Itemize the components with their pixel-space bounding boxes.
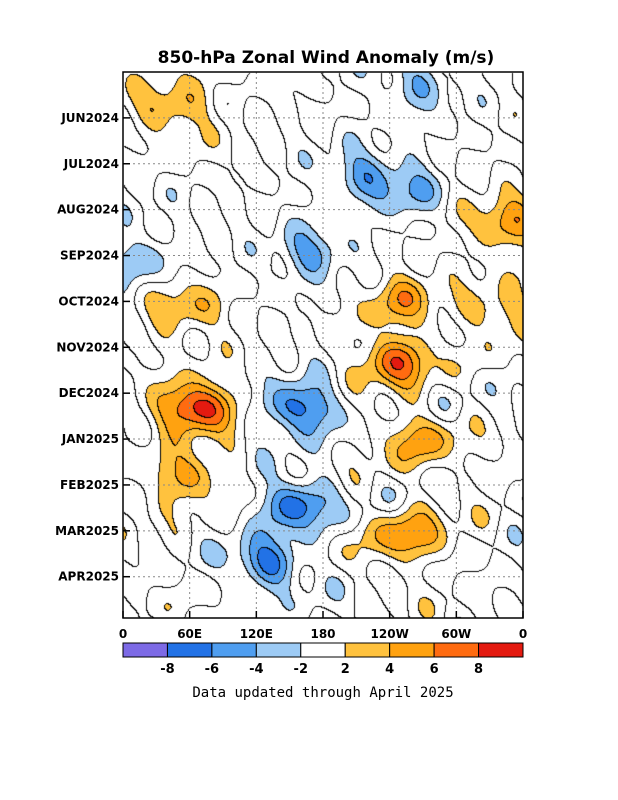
y-tick-label: JAN2025: [61, 432, 119, 446]
x-tick-label: 120E: [240, 627, 273, 641]
x-tick-label: 180: [310, 627, 335, 641]
y-tick-label: DEC2024: [59, 386, 119, 400]
colorbar-swatch: [211, 642, 257, 658]
x-tick-label: 0: [519, 627, 527, 641]
x-tick-label: 60W: [441, 627, 471, 641]
chart-title: 850-hPa Zonal Wind Anomaly (m/s): [158, 48, 495, 68]
y-tick-label: MAR2025: [55, 524, 119, 538]
colorbar-swatch: [389, 642, 435, 658]
plot-area: [122, 71, 524, 619]
colorbar-swatch: [166, 642, 213, 658]
x-tick-label: 60E: [177, 627, 202, 641]
y-tick-label: JUL2024: [63, 157, 119, 171]
y-tick-label: FEB2025: [60, 478, 119, 492]
colorbar-label: 4: [385, 662, 394, 677]
colorbar-swatch: [433, 642, 480, 658]
colorbar-swatch: [478, 642, 524, 658]
colorbar-label: -8: [160, 662, 174, 677]
y-tick-label: SEP2024: [60, 249, 119, 263]
colorbar-label: 2: [341, 662, 350, 677]
data-update-note: Data updated through April 2025: [192, 685, 453, 701]
y-tick-label: NOV2024: [56, 340, 119, 354]
colorbar-swatch: [122, 642, 168, 658]
colorbar-swatch: [255, 642, 302, 658]
colorbar-label: -4: [249, 662, 263, 677]
y-axis: JUN2024 JUL2024 AUG2024 SEP2024 OCT2024 NOV20…: [55, 111, 130, 584]
y-tick-label: AUG2024: [57, 203, 119, 217]
x-axis: 0 60E 120E 180 120W 60W 0: [119, 611, 527, 641]
grid-lines: [123, 72, 523, 618]
x-tick-label: 0: [119, 627, 127, 641]
colorbar-label: 6: [430, 662, 439, 677]
colorbar-label: -6: [205, 662, 219, 677]
y-tick-label: OCT2024: [58, 294, 119, 308]
colorbar: -8 -6 -4 -2 2 4 6 8: [122, 642, 524, 677]
y-tick-label: APR2025: [58, 570, 119, 584]
x-tick-label: 120W: [371, 627, 409, 641]
colorbar-label: -2: [294, 662, 308, 677]
colorbar-swatch: [344, 642, 391, 658]
y-tick-label: JUN2024: [60, 111, 119, 125]
colorbar-swatch: [300, 642, 346, 658]
colorbar-label: 8: [474, 662, 483, 677]
